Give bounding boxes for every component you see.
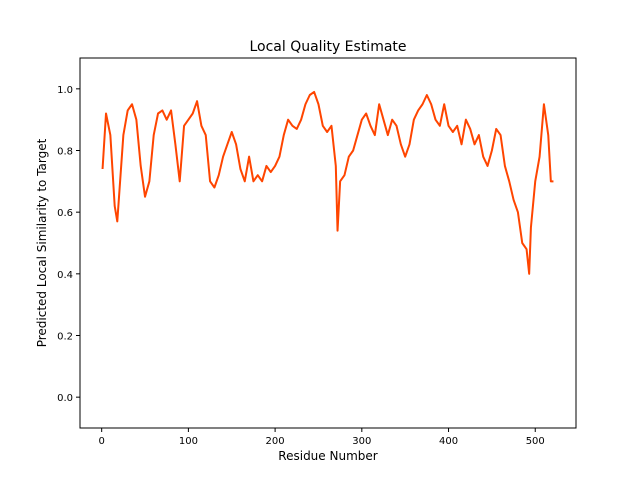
y-tick-label: 0.0 (57, 393, 73, 404)
x-tick-label: 0 (98, 436, 104, 447)
y-tick-label: 0.6 (57, 208, 73, 219)
y-tick-label: 0.2 (57, 332, 73, 343)
x-tick-label: 300 (352, 436, 371, 447)
x-tick-label: 200 (266, 436, 285, 447)
y-axis-label: Predicted Local Similarity to Target (35, 138, 49, 347)
x-axis-label: Residue Number (278, 449, 377, 463)
x-tick-label: 500 (526, 436, 545, 447)
data-line (101, 90, 554, 275)
x-tick-label: 100 (179, 436, 198, 447)
chart-title: Local Quality Estimate (249, 39, 406, 55)
plot-frame (79, 57, 577, 429)
y-tick-label: 0.4 (57, 270, 73, 281)
x-tick-label: 400 (439, 436, 458, 447)
y-tick-label: 0.8 (57, 147, 73, 158)
y-tick-label: 1.0 (57, 85, 73, 96)
